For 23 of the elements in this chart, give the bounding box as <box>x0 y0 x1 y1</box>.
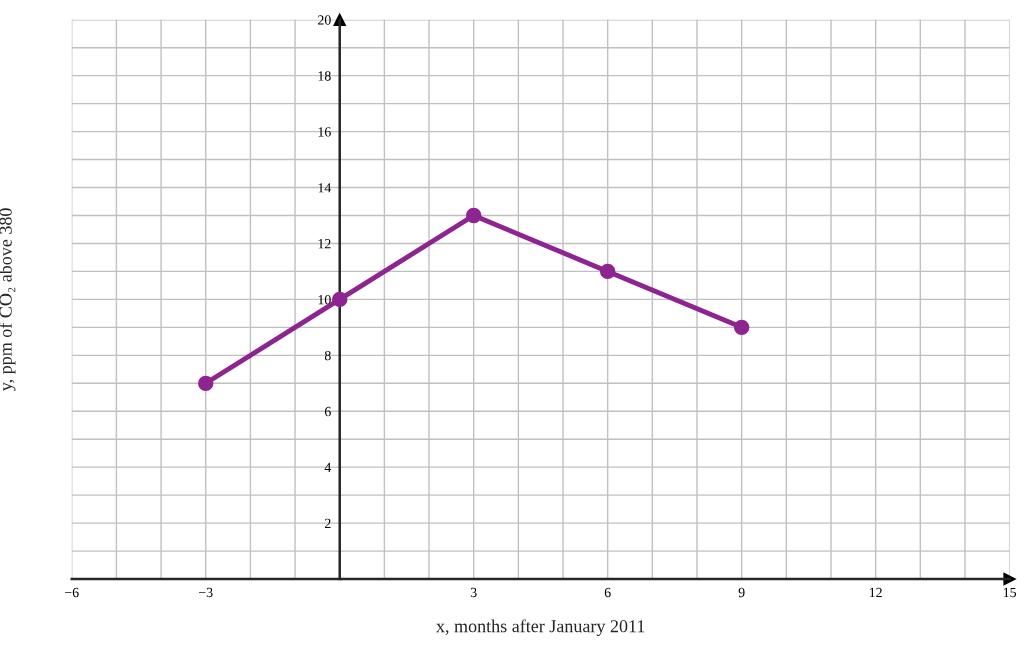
point <box>734 319 750 335</box>
y-tick-label: 8 <box>324 350 331 361</box>
y-tick-label: 2 <box>324 518 331 528</box>
y-tick-label: 16 <box>318 127 331 137</box>
y-tick-label: 4 <box>324 462 332 472</box>
point <box>600 263 616 280</box>
point <box>198 375 214 391</box>
point <box>466 207 482 224</box>
y-tick-label: 18 <box>318 71 331 81</box>
x-tick-label: 9 <box>738 587 745 598</box>
y-tick-label: 10 <box>318 294 331 305</box>
x-axis-title: x, months after January 2011 <box>436 619 645 637</box>
x-tick-label: 12 <box>869 587 882 598</box>
point <box>332 291 348 308</box>
y-tick-label: 6 <box>324 406 331 417</box>
x-tick-label: 6 <box>604 587 611 598</box>
x-tick-label: −3 <box>199 587 213 598</box>
x-tick-label: 3 <box>470 587 477 598</box>
x-tick-label: 15 <box>1003 587 1017 598</box>
y-tick-label: 12 <box>318 239 331 249</box>
y-tick-label: 14 <box>318 183 332 193</box>
y-tick-label: 20 <box>318 15 331 25</box>
x-tick-label: −6 <box>65 587 79 598</box>
